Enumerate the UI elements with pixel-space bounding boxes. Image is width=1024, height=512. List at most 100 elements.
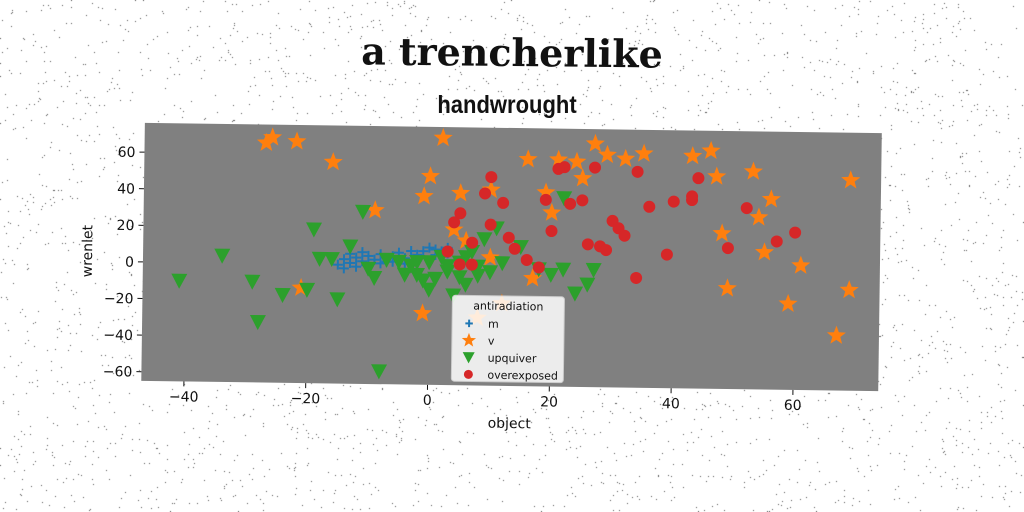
- point-0-22: [375, 258, 386, 269]
- point-3-26: [660, 248, 673, 261]
- point-3-25: [643, 200, 656, 213]
- point-1-31: [791, 255, 811, 274]
- point-2-8: [323, 251, 340, 268]
- point-2-32: [482, 265, 499, 281]
- point-1-28: [754, 242, 774, 261]
- point-1-23: [707, 166, 727, 185]
- legend-label: upquiver: [488, 352, 537, 366]
- legend-title: antiradiation: [473, 299, 543, 313]
- point-1-2: [287, 131, 307, 150]
- point-2-37: [542, 267, 559, 283]
- point-3-27: [667, 195, 680, 208]
- point-3-32: [740, 202, 753, 215]
- point-2-10: [342, 239, 359, 255]
- point-1-11: [523, 268, 543, 287]
- point-3-30: [692, 172, 705, 185]
- point-2-47: [469, 268, 486, 284]
- point-3-10: [508, 242, 521, 255]
- point-1-16: [573, 168, 593, 187]
- y-tick-label: −20: [104, 291, 134, 307]
- point-0-2: [345, 257, 356, 268]
- point-1-21: [683, 146, 703, 165]
- point-3-0: [441, 245, 454, 258]
- point-2-15: [378, 252, 395, 268]
- point-1-0: [256, 132, 276, 152]
- point-1-29: [761, 189, 781, 208]
- point-1-17: [585, 133, 605, 152]
- point-3-24: [631, 165, 644, 178]
- point-0-5: [363, 250, 374, 261]
- point-0-15: [424, 242, 435, 253]
- point-2-7: [311, 251, 328, 267]
- point-1-37: [412, 303, 432, 322]
- point-2-11: [355, 204, 372, 220]
- point-2-22: [421, 255, 438, 271]
- point-3-29: [686, 190, 699, 203]
- point-2-9: [329, 292, 346, 308]
- legend-box: [450, 294, 565, 384]
- point-0-1: [338, 254, 350, 265]
- point-1-7: [365, 200, 385, 219]
- point-1-10: [518, 149, 538, 168]
- point-2-6: [306, 222, 323, 238]
- point-2-34: [494, 256, 511, 272]
- point-2-39: [556, 191, 573, 207]
- point-2-38: [555, 262, 572, 278]
- point-3-23: [630, 271, 643, 284]
- point-2-16: [390, 254, 407, 270]
- point-2-23: [427, 271, 444, 287]
- point-1-6: [414, 186, 434, 205]
- point-3-19: [600, 244, 613, 257]
- point-2-43: [409, 254, 426, 271]
- point-3-17: [581, 238, 594, 251]
- point-1-38: [444, 219, 464, 238]
- point-3-3: [466, 236, 479, 249]
- point-1-4: [433, 128, 453, 147]
- point-1-18: [597, 144, 617, 164]
- point-0-29: [357, 247, 368, 258]
- y-tick-label: 40: [117, 181, 135, 197]
- point-1-24: [712, 223, 732, 242]
- point-2-21: [420, 282, 437, 298]
- point-2-1: [214, 248, 231, 264]
- point-2-46: [457, 250, 474, 266]
- point-3-9: [502, 231, 515, 244]
- x-tick-label: 60: [784, 398, 802, 414]
- legend-marker: [463, 369, 473, 379]
- point-3-16: [576, 194, 589, 207]
- point-2-4: [274, 287, 291, 303]
- y-tick-label: 60: [118, 145, 136, 161]
- point-1-40: [291, 277, 311, 297]
- point-2-14: [371, 364, 388, 380]
- point-1-19: [616, 148, 636, 168]
- x-tick-label: −40: [169, 389, 199, 405]
- y-tick-label: −40: [103, 328, 133, 344]
- point-2-2: [244, 274, 261, 290]
- point-1-1: [263, 127, 283, 146]
- legend-marker: [465, 319, 473, 328]
- point-3-31: [721, 242, 734, 255]
- point-1-34: [841, 170, 861, 189]
- point-3-11: [520, 253, 533, 266]
- x-tick-label: 40: [662, 396, 680, 412]
- point-2-0: [171, 273, 188, 289]
- point-1-32: [826, 325, 846, 344]
- y-tick-label: −60: [103, 364, 133, 380]
- legend-label: overexposed: [487, 369, 558, 383]
- x-tick-label: 20: [540, 394, 558, 410]
- point-3-37: [532, 261, 545, 274]
- point-0-0: [332, 259, 343, 270]
- point-1-13: [542, 202, 562, 221]
- point-2-44: [451, 270, 468, 286]
- point-0-19: [338, 263, 349, 274]
- point-2-28: [457, 277, 474, 293]
- point-1-33: [839, 280, 859, 299]
- point-1-3: [323, 152, 343, 171]
- x-tick-label: 0: [423, 393, 432, 409]
- legend-label: v: [488, 335, 495, 348]
- point-1-41: [456, 230, 476, 249]
- point-2-42: [585, 262, 602, 279]
- point-3-6: [485, 171, 498, 184]
- x-tick-label: −20: [291, 391, 321, 407]
